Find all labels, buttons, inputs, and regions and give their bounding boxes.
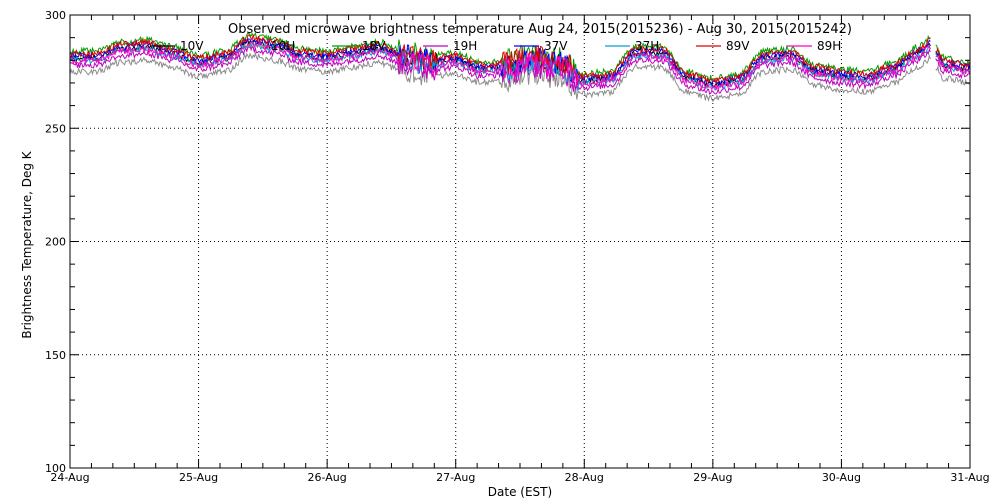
legend-label-37v: 37V <box>544 39 568 53</box>
legend-label-10h: 10H <box>271 39 295 53</box>
legend-label-10v: 10V <box>180 39 204 53</box>
x-tick-label: 31-Aug <box>950 471 989 484</box>
y-tick-label: 300 <box>45 9 66 22</box>
series-line-89v <box>69 34 971 84</box>
series-line-10h <box>69 51 971 103</box>
legend: 10V 10H 18V 19H 37V 37H 89V 89H <box>150 39 841 53</box>
y-tick-label: 100 <box>45 462 66 475</box>
tick-labels: 24-Aug 25-Aug 26-Aug 27-Aug 28-Aug 29-Aug 30-A… <box>45 9 990 484</box>
x-tick-label: 25-Aug <box>179 471 218 484</box>
y-tick-label: 150 <box>45 349 66 362</box>
x-tick-label: 27-Aug <box>436 471 475 484</box>
chart-title: Observed microwave brightness temperatur… <box>228 22 852 37</box>
legend-label-89v: 89V <box>726 39 750 53</box>
x-tick-label: 26-Aug <box>308 471 347 484</box>
x-tick-label: 24-Aug <box>50 471 89 484</box>
x-tick-label: 30-Aug <box>822 471 861 484</box>
legend-label-37h: 37H <box>635 39 659 53</box>
series-line-89h <box>69 41 971 92</box>
series-line-19h <box>69 44 971 95</box>
x-tick-label: 28-Aug <box>565 471 604 484</box>
y-axis-label: Brightness Temperature, Deg K <box>20 150 34 338</box>
y-tick-label: 200 <box>45 236 66 249</box>
x-tick-label: 29-Aug <box>693 471 732 484</box>
legend-label-19h: 19H <box>453 39 477 53</box>
legend-label-89h: 89H <box>817 39 841 53</box>
legend-label-18v: 18V <box>362 39 386 53</box>
y-tick-label: 250 <box>45 122 66 135</box>
x-axis-label: Date (EST) <box>488 485 552 499</box>
data-series <box>69 31 971 103</box>
axis-ticks <box>69 14 971 469</box>
